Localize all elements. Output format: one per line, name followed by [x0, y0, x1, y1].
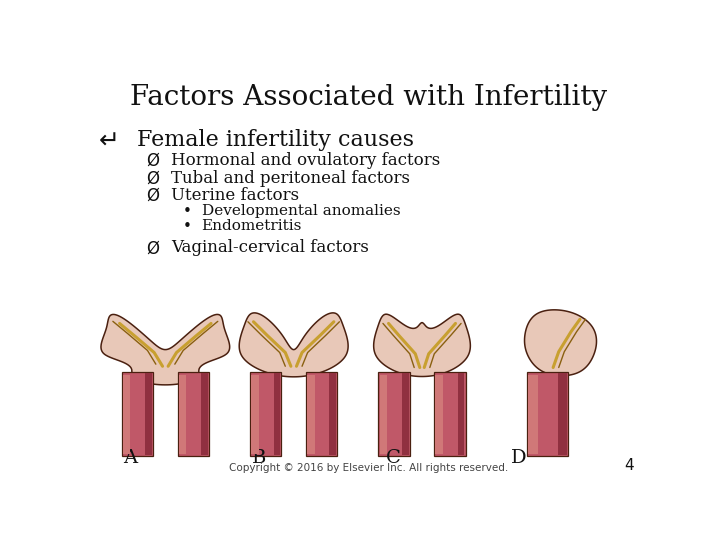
- Polygon shape: [329, 373, 336, 455]
- Polygon shape: [434, 373, 466, 456]
- Text: ↵: ↵: [99, 129, 120, 153]
- Polygon shape: [458, 373, 464, 455]
- Polygon shape: [558, 373, 567, 455]
- Text: Ø: Ø: [147, 152, 160, 170]
- Text: Factors Associated with Infertility: Factors Associated with Infertility: [130, 84, 608, 111]
- Text: Ø: Ø: [147, 187, 160, 205]
- Polygon shape: [201, 373, 208, 455]
- Polygon shape: [528, 375, 539, 454]
- Polygon shape: [145, 373, 152, 455]
- Text: Tubal and peritoneal factors: Tubal and peritoneal factors: [171, 170, 410, 187]
- Text: Uterine factors: Uterine factors: [171, 187, 299, 204]
- Polygon shape: [527, 373, 568, 456]
- Text: D: D: [511, 449, 527, 467]
- Text: Hormonal and ovulatory factors: Hormonal and ovulatory factors: [171, 152, 440, 169]
- Polygon shape: [379, 375, 387, 454]
- Polygon shape: [379, 373, 410, 456]
- Polygon shape: [239, 313, 348, 377]
- Polygon shape: [274, 373, 280, 455]
- Text: Ø: Ø: [147, 170, 160, 187]
- Text: Developmental anomalies: Developmental anomalies: [202, 204, 400, 218]
- Polygon shape: [374, 314, 470, 376]
- Text: Ø: Ø: [147, 239, 160, 258]
- Text: Vaginal-cervical factors: Vaginal-cervical factors: [171, 239, 369, 256]
- Text: B: B: [252, 449, 266, 467]
- Polygon shape: [179, 375, 186, 454]
- Polygon shape: [250, 373, 282, 456]
- Text: •: •: [183, 219, 192, 234]
- Polygon shape: [122, 373, 153, 456]
- Polygon shape: [306, 373, 337, 456]
- Text: 4: 4: [624, 458, 634, 473]
- Polygon shape: [402, 373, 409, 455]
- Text: A: A: [124, 449, 138, 467]
- Polygon shape: [101, 314, 230, 385]
- Text: Copyright © 2016 by Elsevier Inc. All rights reserved.: Copyright © 2016 by Elsevier Inc. All ri…: [230, 463, 508, 473]
- Polygon shape: [123, 375, 130, 454]
- Text: Female infertility causes: Female infertility causes: [138, 129, 415, 151]
- Polygon shape: [251, 375, 258, 454]
- Polygon shape: [307, 375, 315, 454]
- Text: •: •: [183, 204, 192, 219]
- Text: Endometritis: Endometritis: [202, 219, 302, 233]
- Polygon shape: [525, 310, 596, 376]
- Polygon shape: [436, 375, 443, 454]
- Text: C: C: [386, 449, 400, 467]
- Polygon shape: [178, 373, 209, 456]
